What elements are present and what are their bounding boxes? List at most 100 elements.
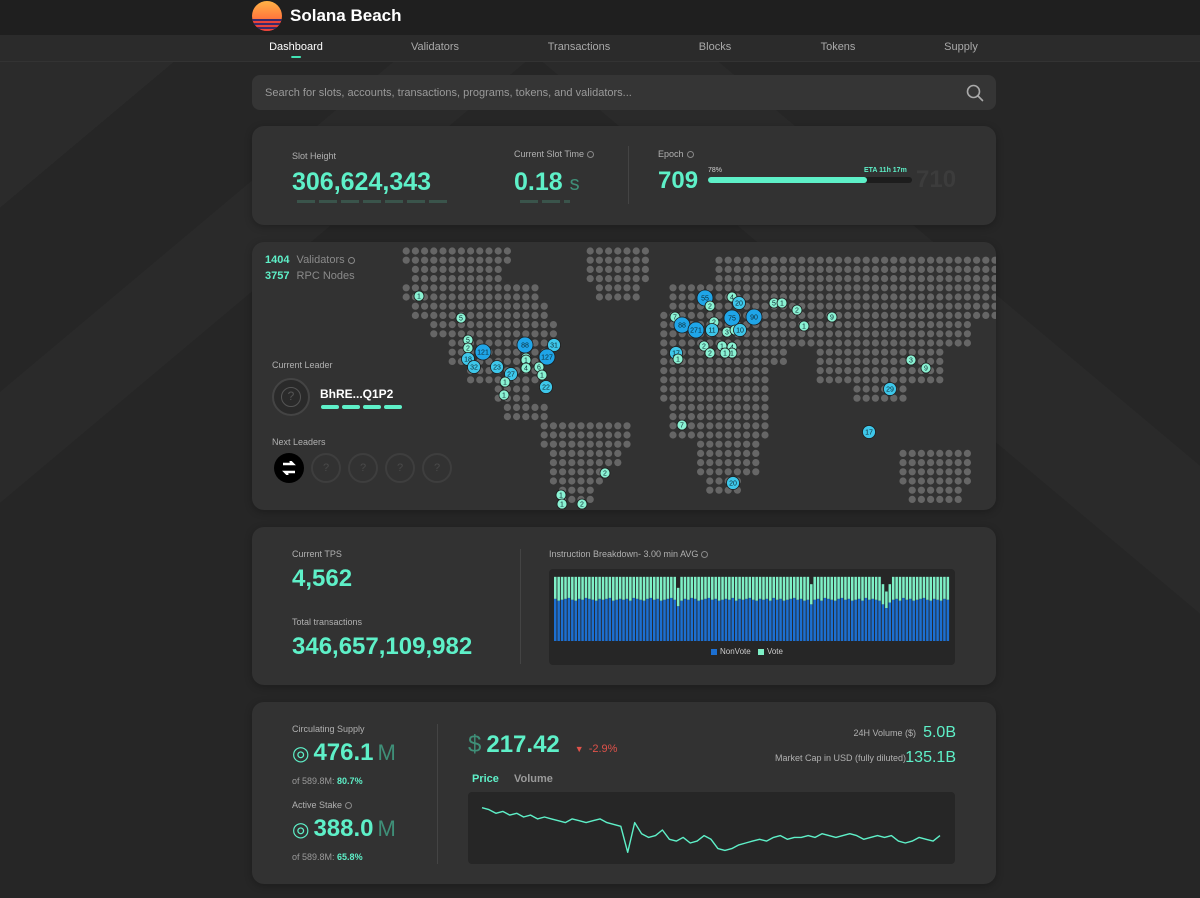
bar-vote[interactable] bbox=[765, 576, 769, 599]
validator-cluster-marker[interactable]: 1 bbox=[499, 376, 511, 388]
bar-vote[interactable] bbox=[690, 576, 694, 598]
bar-nonvote[interactable] bbox=[803, 600, 806, 641]
bar-vote[interactable] bbox=[820, 576, 823, 601]
bar-nonvote[interactable] bbox=[823, 597, 827, 641]
bar-vote[interactable] bbox=[680, 576, 683, 601]
bar-vote[interactable] bbox=[796, 576, 799, 600]
bar-nonvote[interactable] bbox=[697, 600, 700, 641]
bar-nonvote[interactable] bbox=[748, 597, 752, 641]
bar-nonvote[interactable] bbox=[946, 599, 950, 641]
validator-cluster-marker[interactable]: 10 bbox=[733, 323, 747, 337]
bar-vote[interactable] bbox=[714, 576, 717, 599]
bar-vote[interactable] bbox=[922, 576, 926, 598]
bar-nonvote[interactable] bbox=[557, 600, 560, 641]
bar-vote[interactable] bbox=[762, 576, 765, 600]
bar-nonvote[interactable] bbox=[881, 604, 885, 641]
validator-cluster-marker[interactable]: 1 bbox=[555, 489, 567, 501]
bar-nonvote[interactable] bbox=[844, 599, 847, 641]
bar-nonvote[interactable] bbox=[612, 600, 615, 641]
validator-cluster-marker[interactable]: 9 bbox=[826, 311, 838, 323]
bar-vote[interactable] bbox=[874, 576, 878, 600]
bar-vote[interactable] bbox=[810, 584, 813, 605]
bar-nonvote[interactable] bbox=[741, 599, 745, 641]
bar-vote[interactable] bbox=[728, 576, 731, 600]
bar-nonvote[interactable] bbox=[632, 597, 636, 641]
bar-vote[interactable] bbox=[786, 576, 789, 600]
bar-vote[interactable] bbox=[878, 576, 881, 601]
bar-nonvote[interactable] bbox=[833, 600, 837, 641]
bar-vote[interactable] bbox=[885, 591, 888, 609]
bar-nonvote[interactable] bbox=[687, 599, 690, 641]
bar-nonvote[interactable] bbox=[608, 597, 612, 641]
next-leader-avatar[interactable]: ? bbox=[385, 453, 415, 483]
bar-nonvote[interactable] bbox=[629, 600, 632, 641]
bar-nonvote[interactable] bbox=[581, 599, 584, 641]
bar-nonvote[interactable] bbox=[683, 598, 687, 641]
validator-cluster-marker[interactable]: 17 bbox=[862, 425, 876, 439]
validator-cluster-marker[interactable]: 127 bbox=[538, 348, 556, 366]
bar-vote[interactable] bbox=[615, 576, 618, 600]
bar-vote[interactable] bbox=[861, 576, 864, 601]
bar-vote[interactable] bbox=[567, 576, 571, 598]
validator-cluster-marker[interactable]: 2 bbox=[704, 347, 716, 359]
bar-vote[interactable] bbox=[707, 576, 711, 598]
bar-vote[interactable] bbox=[663, 576, 666, 600]
info-icon[interactable] bbox=[686, 151, 694, 159]
bar-nonvote[interactable] bbox=[932, 598, 936, 641]
bar-vote[interactable] bbox=[816, 576, 820, 599]
bar-vote[interactable] bbox=[574, 576, 577, 601]
nav-dashboard[interactable]: Dashboard bbox=[269, 41, 323, 58]
bar-vote[interactable] bbox=[577, 576, 581, 599]
bar-vote[interactable] bbox=[670, 576, 673, 598]
validator-cluster-marker[interactable]: 88 bbox=[673, 316, 691, 334]
bar-vote[interactable] bbox=[581, 576, 584, 600]
tab-price[interactable]: Price bbox=[472, 773, 499, 785]
bar-vote[interactable] bbox=[847, 576, 851, 599]
validator-cluster-marker[interactable]: 2 bbox=[462, 342, 474, 354]
bar-vote[interactable] bbox=[929, 576, 933, 601]
bar-vote[interactable] bbox=[748, 576, 752, 598]
bar-nonvote[interactable] bbox=[724, 598, 728, 641]
bar-nonvote[interactable] bbox=[574, 600, 577, 641]
bar-vote[interactable] bbox=[745, 576, 748, 599]
bar-nonvote[interactable] bbox=[615, 599, 618, 641]
bar-nonvote[interactable] bbox=[693, 598, 697, 641]
bar-vote[interactable] bbox=[683, 576, 687, 599]
bar-nonvote[interactable] bbox=[758, 598, 762, 641]
bar-vote[interactable] bbox=[827, 576, 830, 599]
bar-vote[interactable] bbox=[731, 576, 735, 598]
bar-vote[interactable] bbox=[639, 576, 642, 600]
bar-vote[interactable] bbox=[554, 576, 557, 599]
bar-vote[interactable] bbox=[823, 576, 827, 598]
bar-vote[interactable] bbox=[738, 576, 741, 599]
validator-cluster-marker[interactable]: 121 bbox=[474, 343, 492, 361]
bar-nonvote[interactable] bbox=[847, 598, 851, 641]
validator-cluster-marker[interactable]: 2 bbox=[704, 300, 716, 312]
bar-nonvote[interactable] bbox=[663, 599, 666, 641]
bar-nonvote[interactable] bbox=[700, 599, 704, 641]
bar-vote[interactable] bbox=[676, 587, 680, 607]
bar-vote[interactable] bbox=[915, 576, 919, 600]
validator-cluster-marker[interactable]: 90 bbox=[745, 308, 763, 326]
validator-cluster-marker[interactable]: 2 bbox=[576, 498, 588, 510]
bar-nonvote[interactable] bbox=[909, 598, 912, 641]
validator-cluster-marker[interactable]: 11 bbox=[705, 323, 719, 337]
bar-nonvote[interactable] bbox=[690, 597, 694, 641]
bar-nonvote[interactable] bbox=[567, 597, 571, 641]
info-icon[interactable] bbox=[587, 151, 595, 159]
bar-vote[interactable] bbox=[656, 576, 659, 599]
bar-vote[interactable] bbox=[871, 576, 874, 599]
next-leader-avatar[interactable]: ? bbox=[311, 453, 341, 483]
bar-nonvote[interactable] bbox=[813, 599, 816, 641]
bar-nonvote[interactable] bbox=[827, 598, 830, 641]
bar-vote[interactable] bbox=[560, 576, 564, 600]
bar-nonvote[interactable] bbox=[711, 599, 714, 641]
bar-vote[interactable] bbox=[632, 576, 636, 598]
bar-nonvote[interactable] bbox=[618, 598, 622, 641]
bar-nonvote[interactable] bbox=[891, 599, 895, 641]
bar-vote[interactable] bbox=[789, 576, 793, 599]
bar-vote[interactable] bbox=[704, 576, 707, 599]
bar-nonvote[interactable] bbox=[885, 608, 888, 641]
bar-vote[interactable] bbox=[813, 576, 816, 600]
bar-vote[interactable] bbox=[700, 576, 704, 600]
